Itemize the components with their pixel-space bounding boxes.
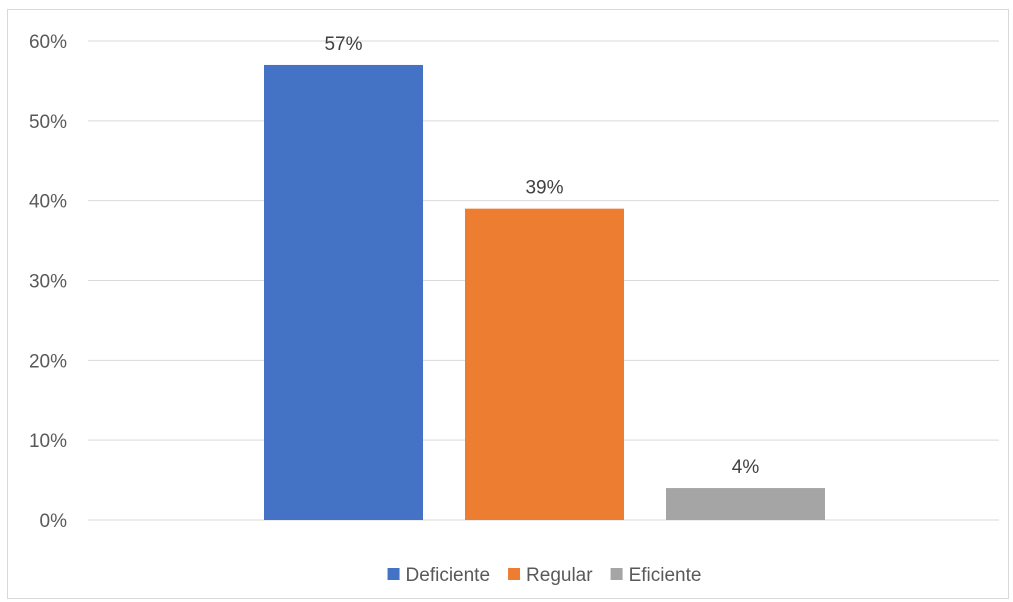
y-tick-label: 60% <box>29 32 67 53</box>
legend-swatch-eficiente <box>610 568 623 580</box>
gridlines <box>88 40 999 521</box>
bar-eficiente <box>666 488 825 520</box>
data-labels: 57% 39% 4% <box>324 34 759 478</box>
data-label-deficiente: 57% <box>324 34 362 55</box>
legend-label-deficiente: Deficiente <box>406 565 491 586</box>
legend-swatch-deficiente <box>387 568 400 580</box>
legend-label-eficiente: Eficiente <box>629 565 702 586</box>
y-tick-label: 30% <box>29 272 67 293</box>
y-tick-label: 40% <box>29 192 67 213</box>
data-label-regular: 39% <box>525 178 563 199</box>
y-tick-label: 50% <box>29 112 67 133</box>
legend: Deficiente Regular Eficiente <box>387 565 702 586</box>
bar-deficiente <box>264 64 423 520</box>
y-tick-label: 20% <box>29 351 67 372</box>
bars <box>264 64 825 520</box>
legend-label-regular: Regular <box>526 565 593 586</box>
y-tick-label: 10% <box>29 431 67 452</box>
y-axis-tick-labels: 0% 10% 20% 30% 40% 50% 60% <box>29 32 67 532</box>
legend-swatch-regular <box>508 568 521 580</box>
y-tick-label: 0% <box>40 511 68 532</box>
bar-regular <box>465 208 624 520</box>
data-label-eficiente: 4% <box>732 457 760 478</box>
